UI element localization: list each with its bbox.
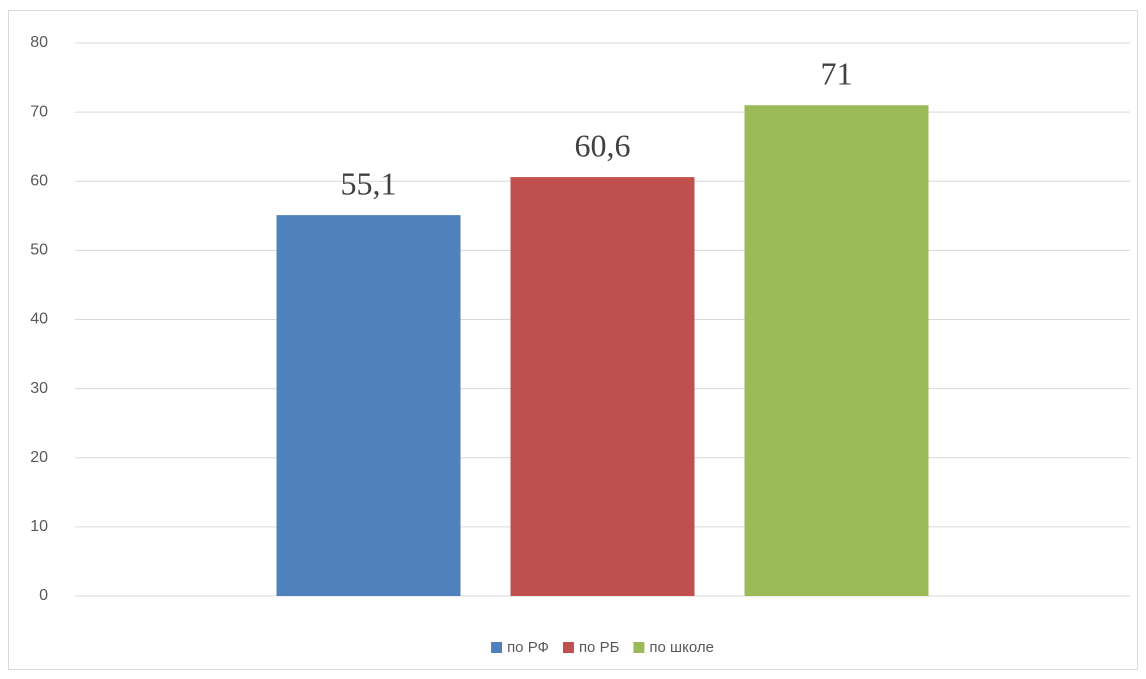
y-tick-label: 20 <box>30 449 48 466</box>
bar <box>276 215 461 596</box>
value-label: 60,6 <box>575 127 631 163</box>
value-label: 71 <box>821 56 853 92</box>
legend-label: по школе <box>649 639 714 656</box>
legend-swatch <box>491 642 503 653</box>
y-tick-label: 80 <box>30 34 48 51</box>
legend-swatch <box>562 642 574 653</box>
legend-label: по РФ <box>507 639 549 656</box>
y-tick-label: 0 <box>39 587 48 604</box>
legend-label: по РБ <box>579 639 620 656</box>
bar <box>510 177 695 597</box>
bar <box>744 105 929 597</box>
y-tick-label: 70 <box>30 103 48 120</box>
y-tick-label: 50 <box>30 242 48 259</box>
y-tick-label: 60 <box>30 172 48 189</box>
y-tick-label: 30 <box>30 380 48 397</box>
value-label: 55,1 <box>341 165 397 201</box>
y-tick-label: 10 <box>30 518 48 535</box>
legend-swatch <box>633 642 645 653</box>
y-tick-label: 40 <box>30 311 48 328</box>
